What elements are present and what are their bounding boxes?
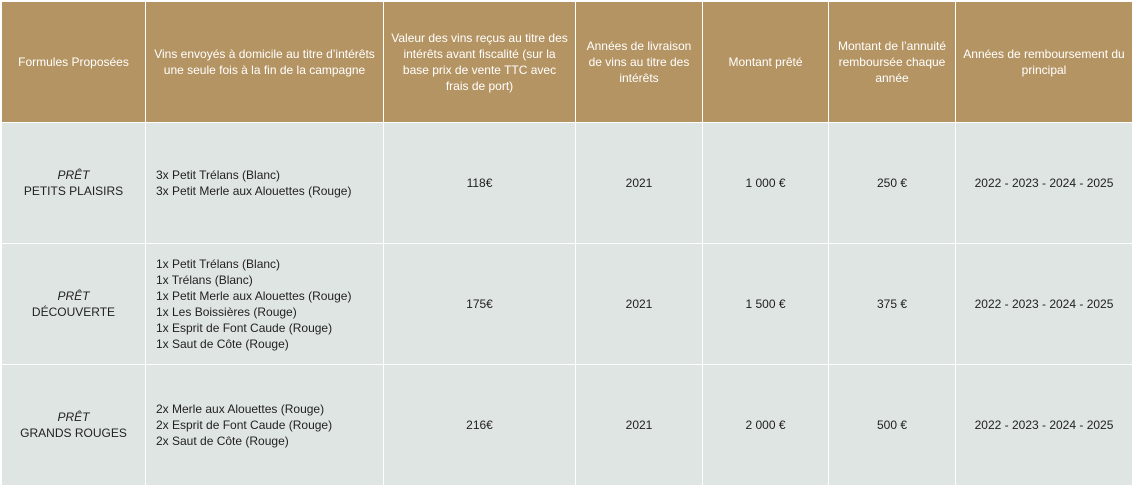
delivery-year-cell: 2021	[575, 122, 703, 244]
repayment-years-cell: 2022 - 2023 - 2024 - 2025	[955, 364, 1133, 486]
wine-item: 1x Les Boissières (Rouge)	[156, 305, 297, 319]
wine-item: 1x Esprit de Font Caude (Rouge)	[156, 321, 333, 335]
repayment-years-cell: 2022 - 2023 - 2024 - 2025	[955, 243, 1133, 365]
value-cell: 118€	[383, 122, 576, 244]
wine-item: 2x Saut de Côte (Rouge)	[156, 434, 289, 448]
delivery-year-cell: 2021	[575, 364, 703, 486]
annuity-cell: 250 €	[828, 122, 956, 244]
formula-cell: PRÊT GRANDS ROUGES	[1, 364, 146, 486]
annuity-cell: 375 €	[828, 243, 956, 365]
formula-name: GRANDS ROUGES	[20, 426, 127, 440]
amount-cell: 2 000 €	[702, 364, 829, 486]
formula-type: PRÊT	[57, 168, 90, 182]
table-row: PRÊT PETITS PLAISIRS 3x Petit Trélans (B…	[1, 122, 1133, 244]
wines-cell: 1x Petit Trélans (Blanc) 1x Trélans (Bla…	[145, 243, 384, 365]
table-row: PRÊT GRANDS ROUGES 2x Merle aux Alouette…	[1, 364, 1133, 486]
wine-item: 1x Petit Trélans (Blanc)	[156, 257, 281, 271]
formula-name: DÉCOUVERTE	[31, 305, 116, 319]
value-cell: 175€	[383, 243, 576, 365]
wine-item: 2x Esprit de Font Caude (Rouge)	[156, 418, 333, 432]
table-row: PRÊT DÉCOUVERTE 1x Petit Trélans (Blanc)…	[1, 243, 1133, 365]
formula-type: PRÊT	[57, 410, 90, 424]
header-wines: Vins envoyés à domicile au titre d’intér…	[145, 1, 384, 123]
wine-item: 2x Merle aux Alouettes (Rouge)	[156, 402, 325, 416]
amount-cell: 1 500 €	[702, 243, 829, 365]
header-formula: Formules Proposées	[1, 1, 146, 123]
wine-item: 3x Petit Trélans (Blanc)	[156, 168, 281, 182]
repayment-years-cell: 2022 - 2023 - 2024 - 2025	[955, 122, 1133, 244]
header-repayment-years: Années de remboursement du principal	[955, 1, 1133, 123]
formula-name: PETITS PLAISIRS	[23, 184, 124, 198]
wine-item: 1x Trélans (Blanc)	[156, 273, 253, 287]
wine-item: 3x Petit Merle aux Alouettes (Rouge)	[156, 184, 352, 198]
wines-cell: 2x Merle aux Alouettes (Rouge) 2x Esprit…	[145, 364, 384, 486]
delivery-year-cell: 2021	[575, 243, 703, 365]
annuity-cell: 500 €	[828, 364, 956, 486]
wine-item: 1x Petit Merle aux Alouettes (Rouge)	[156, 289, 352, 303]
wines-cell: 3x Petit Trélans (Blanc) 3x Petit Merle …	[145, 122, 384, 244]
formula-cell: PRÊT PETITS PLAISIRS	[1, 122, 146, 244]
value-cell: 216€	[383, 364, 576, 486]
wine-item: 1x Saut de Côte (Rouge)	[156, 337, 289, 351]
header-amount: Montant prêté	[702, 1, 829, 123]
header-annuity: Montant de l’annuité remboursée chaque a…	[828, 1, 956, 123]
header-value: Valeur des vins reçus au titre des intér…	[383, 1, 576, 123]
header-row: Formules Proposées Vins envoyés à domici…	[1, 1, 1133, 123]
amount-cell: 1 000 €	[702, 122, 829, 244]
formula-type: PRÊT	[57, 289, 90, 303]
formula-cell: PRÊT DÉCOUVERTE	[1, 243, 146, 365]
header-delivery-years: Années de livraison de vins au titre des…	[575, 1, 703, 123]
